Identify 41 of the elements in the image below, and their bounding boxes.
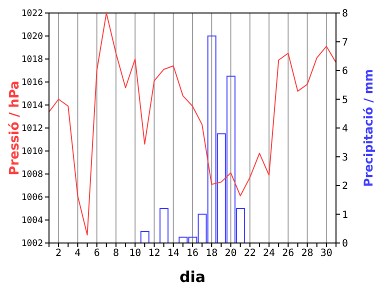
y2-tick-label: 6	[342, 66, 348, 78]
y2-tick-label: 0	[342, 238, 348, 250]
y-tick-label: 1022	[21, 9, 43, 20]
y2-tick-label: 7	[342, 37, 348, 48]
y2-tick-label: 1	[342, 210, 348, 221]
y2-tick-label: 5	[342, 94, 348, 106]
x-tick-label: 12	[148, 248, 160, 260]
x-tick-label: 26	[282, 248, 294, 260]
y2-tick-label: 3	[342, 152, 348, 164]
x-tick-label: 4	[74, 248, 81, 260]
y2-tick-label: 4	[342, 124, 348, 135]
y-tick-label: 1018	[21, 55, 43, 66]
y-axis-title: Pressió / hPa	[8, 80, 23, 176]
x-axis-title: dia	[179, 268, 206, 286]
y-tick-label: 1014	[21, 101, 43, 112]
x-tick-label: 14	[167, 248, 180, 260]
x-tick-label: 20	[224, 248, 237, 260]
y-tick-label: 1020	[21, 32, 43, 42]
y-tick-label: 1004	[21, 216, 43, 226]
x-tick-label: 2	[56, 248, 62, 260]
y-tick-label: 1008	[21, 170, 43, 180]
x-tick-label: 6	[94, 248, 100, 260]
y-tick-label: 1006	[21, 193, 43, 204]
bar	[140, 231, 150, 243]
y2-tick-label: 8	[342, 8, 348, 20]
x-tick-label: 10	[129, 248, 142, 260]
y-tick-label: 1010	[21, 147, 43, 158]
line-series	[49, 13, 336, 236]
x-tick-label: 8	[112, 248, 119, 260]
bar	[160, 208, 169, 243]
y-tick-label: 1012	[21, 124, 43, 134]
y-tick-label: 1002	[21, 239, 43, 250]
y2-tick-label: 2	[342, 181, 348, 192]
x-tick-label: 30	[320, 248, 332, 260]
x-tick-label: 22	[244, 248, 256, 260]
x-tick-label: 16	[186, 248, 199, 260]
y2-axis-title: Precipitació / mm	[361, 69, 376, 187]
x-tick-label: 24	[263, 248, 276, 260]
y-tick-label: 1016	[21, 78, 43, 88]
x-tick-label: 18	[206, 248, 218, 260]
x-tick-label: 28	[301, 248, 314, 260]
